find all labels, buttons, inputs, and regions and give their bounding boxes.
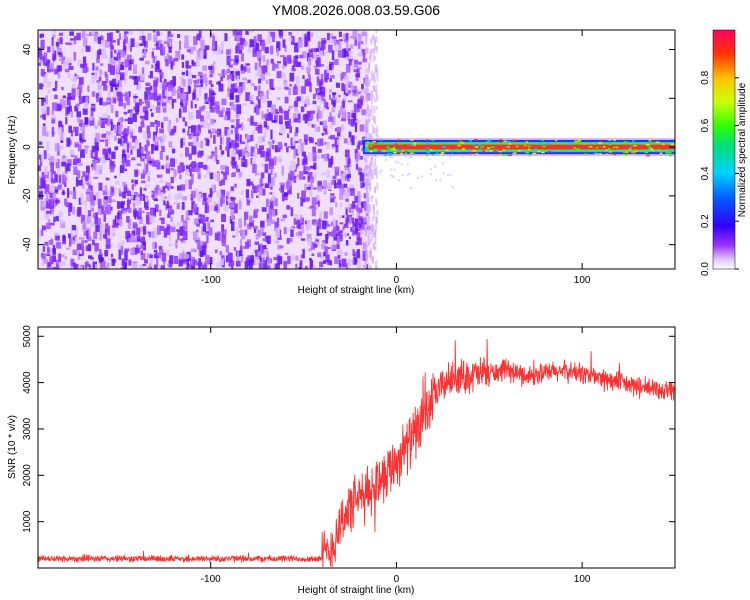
colorbar-label: Normalized spectral amplitude xyxy=(737,82,748,217)
spectrogram-y-tick: 20 xyxy=(22,92,33,104)
colorbar-tick: 0.8 xyxy=(700,70,711,84)
snr-x-label: Height of straight line (km) xyxy=(298,585,415,596)
spectrogram-y-tick: 40 xyxy=(22,44,33,56)
spectrogram-x-label: Height of straight line (km) xyxy=(298,285,415,296)
snr-panel: -100 0 100 1000 2000 3000 4000 5000 Height of s… xyxy=(7,325,676,596)
spectrogram-y-label: Frequency (Hz) xyxy=(7,116,18,185)
snr-y-tick: 1000 xyxy=(22,510,33,533)
colorbar-tick: 0.2 xyxy=(700,214,711,228)
snr-x-tick: 0 xyxy=(394,574,400,585)
spectrogram-y-tick: 0 xyxy=(22,144,33,150)
snr-frame xyxy=(37,326,676,569)
spectrogram-x-tick: 0 xyxy=(394,275,400,286)
snr-y-tick: 2000 xyxy=(22,464,33,487)
spectrogram-y-tick: -20 xyxy=(22,188,33,203)
heatmap-noise-region xyxy=(38,30,379,269)
spectrogram-panel: -100 0 100 -40 -20 0 20 40 Height of straight l… xyxy=(7,29,676,296)
figure-title: YM08.2026.008.03.59.G06 xyxy=(272,2,440,18)
snr-x-tick: -100 xyxy=(201,574,221,585)
snr-y-tick: 3000 xyxy=(22,417,33,440)
spectrogram-y-tick: -40 xyxy=(22,237,33,252)
snr-y-tick: 5000 xyxy=(22,325,33,348)
snr-y-tick: 4000 xyxy=(22,371,33,394)
snr-series-line xyxy=(38,339,675,568)
colorbar: 0.0 0.2 0.4 0.6 0.8 Normalized spectral ampl… xyxy=(700,29,748,276)
colorbar-gradient xyxy=(712,29,736,270)
spectrogram-frame xyxy=(37,29,676,270)
spectrogram-x-tick: 100 xyxy=(574,275,591,286)
colorbar-tick: 0.4 xyxy=(700,166,711,180)
colorbar-tick: 0.0 xyxy=(700,262,711,276)
snr-y-label: SNR (10 * v/v) xyxy=(7,415,18,479)
spectrogram-x-tick: -100 xyxy=(201,275,221,286)
colorbar-tick: 0.6 xyxy=(700,118,711,132)
snr-x-tick: 100 xyxy=(574,574,591,585)
heatmap-signal-band xyxy=(362,137,675,189)
